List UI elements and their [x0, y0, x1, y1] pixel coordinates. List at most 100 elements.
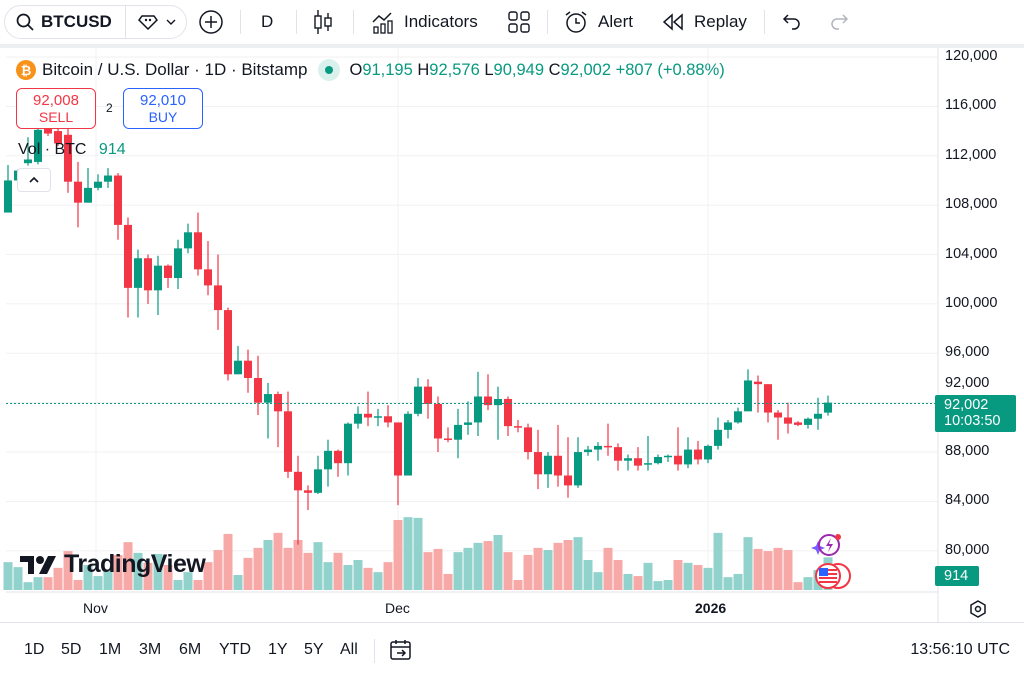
- volume-bar: [63, 551, 73, 590]
- candle: [294, 455, 302, 545]
- volume-bar: [3, 562, 13, 590]
- candle-body: [444, 438, 452, 440]
- candle-body: [764, 384, 772, 413]
- volume-bar: [803, 577, 813, 590]
- symbol-search[interactable]: BTCUSD: [4, 5, 187, 39]
- toolbar-separator: [0, 44, 1024, 48]
- candle: [194, 212, 202, 276]
- volume-bar: [333, 552, 343, 590]
- volume-bar: [643, 562, 653, 590]
- sell-button[interactable]: 92,008 SELL: [16, 88, 96, 129]
- volume-bar: [623, 573, 633, 590]
- volume-bar: [423, 552, 433, 590]
- volume-bar: [203, 562, 213, 590]
- candle: [604, 423, 612, 456]
- candle: [614, 443, 622, 471]
- range-button-all[interactable]: All: [340, 641, 358, 658]
- buy-price: 92,010: [140, 92, 186, 109]
- candle-body: [824, 402, 832, 413]
- volume-bar: [213, 550, 223, 590]
- candle-body: [774, 412, 782, 418]
- symbol-input[interactable]: BTCUSD: [41, 12, 112, 31]
- indicators-button[interactable]: Indicators: [372, 0, 478, 44]
- volume-bar: [593, 572, 603, 590]
- volume-bar: [33, 577, 43, 590]
- us-flag-currency-icon: [814, 562, 854, 595]
- indicators-icon: [372, 12, 393, 34]
- volume-bar: [783, 550, 793, 590]
- candle-body: [84, 187, 92, 203]
- collapse-legend-button[interactable]: [17, 168, 51, 192]
- candle-body: [624, 458, 632, 461]
- compare-button[interactable]: [138, 14, 178, 30]
- redo-icon[interactable]: [829, 12, 849, 32]
- volume-legend: Vol · BTC 914: [18, 141, 126, 159]
- buy-label: BUY: [148, 109, 178, 125]
- candle-body: [374, 416, 382, 418]
- ai-assistant-icon[interactable]: [810, 532, 844, 565]
- range-button-ytd[interactable]: YTD: [219, 641, 251, 658]
- candle-body: [544, 455, 552, 475]
- range-button-5y[interactable]: 5Y: [304, 641, 324, 658]
- chart-legend: ₿ Bitcoin / U.S. Dollar · 1D · Bitstamp …: [16, 58, 725, 82]
- candle: [374, 408, 382, 427]
- candle: [654, 454, 662, 465]
- volume-bar: [143, 562, 153, 590]
- undo-icon[interactable]: [782, 12, 802, 32]
- candle-body: [184, 232, 192, 249]
- candle-body: [474, 396, 482, 423]
- candle-body: [34, 129, 42, 162]
- volume-bar: [243, 557, 253, 590]
- candle-body: [24, 159, 32, 164]
- candle: [444, 427, 452, 443]
- range-button-6m[interactable]: 6M: [179, 641, 202, 658]
- volume-legend-label: Vol · BTC: [18, 141, 87, 158]
- candle-body: [504, 398, 512, 427]
- candle: [114, 173, 122, 240]
- diamond-icon: [138, 15, 158, 30]
- layouts-grid-icon[interactable]: [508, 11, 530, 33]
- price-chart[interactable]: [0, 0, 1024, 622]
- candle: [504, 396, 512, 437]
- buy-button[interactable]: 92,010 BUY: [123, 88, 203, 129]
- alert-button[interactable]: Alert: [564, 0, 633, 44]
- volume-bar: [403, 517, 413, 590]
- candle: [424, 379, 432, 419]
- range-button-1d[interactable]: 1D: [24, 641, 45, 658]
- range-button-5d[interactable]: 5D: [61, 641, 82, 658]
- replay-button[interactable]: Replay: [662, 0, 747, 44]
- candle-body: [264, 394, 272, 403]
- candle: [794, 421, 802, 427]
- add-symbol-icon[interactable]: [199, 10, 223, 34]
- volume-bar: [663, 580, 673, 590]
- candle-body: [334, 450, 342, 464]
- candle: [104, 168, 112, 188]
- volume-bar: [123, 542, 133, 590]
- symbol-title[interactable]: Bitcoin / U.S. Dollar · 1D · Bitstamp: [42, 60, 308, 79]
- candle: [774, 410, 782, 440]
- candle-body: [664, 455, 672, 458]
- price-tick-label: 104,000: [945, 245, 998, 262]
- candle: [554, 424, 562, 487]
- sell-label: SELL: [38, 109, 74, 125]
- range-button-3m[interactable]: 3M: [139, 641, 162, 658]
- price-tick-label: 96,000: [945, 344, 990, 361]
- tradingview-logo-icon: [20, 555, 56, 574]
- candle-body: [414, 386, 422, 414]
- go-to-date-icon[interactable]: [389, 638, 413, 662]
- candles-chart-type-icon[interactable]: [313, 9, 333, 35]
- candle-body: [114, 175, 122, 225]
- candle: [454, 408, 462, 459]
- range-button-1m[interactable]: 1M: [99, 641, 122, 658]
- price-tick-label: 100,000: [945, 294, 998, 311]
- candle: [284, 391, 292, 478]
- candle: [274, 391, 282, 448]
- candle: [544, 452, 552, 488]
- chart-settings-icon[interactable]: [968, 599, 988, 619]
- interval-button[interactable]: D: [261, 12, 274, 31]
- candle-body: [734, 411, 742, 423]
- indicators-label: Indicators: [404, 12, 478, 31]
- range-button-1y[interactable]: 1Y: [268, 641, 288, 658]
- clock[interactable]: 13:56:10 UTC: [910, 641, 1010, 658]
- candle-body: [684, 449, 692, 465]
